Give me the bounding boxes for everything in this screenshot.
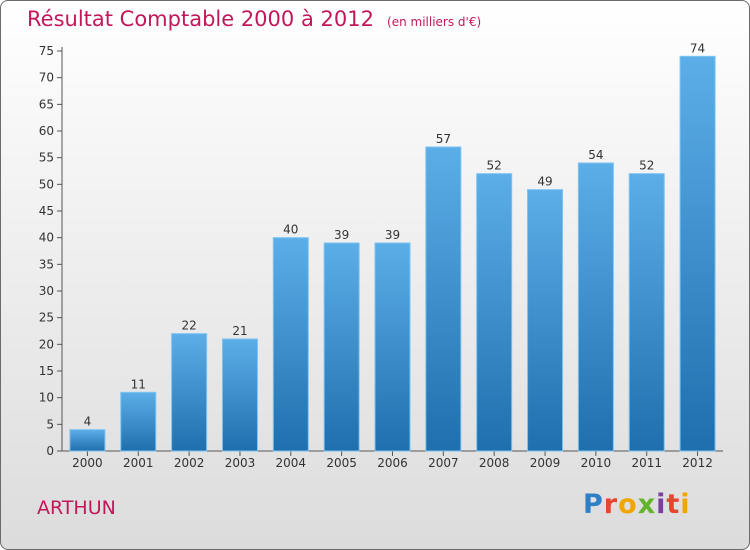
- y-tick-label: 10: [39, 391, 54, 405]
- data-label-2001: 11: [131, 377, 146, 391]
- bar-2003: [221, 338, 258, 452]
- y-tick-label: 0: [46, 444, 54, 458]
- bar-2005: [323, 242, 360, 452]
- x-tick-label-2011: 2011: [631, 456, 662, 470]
- y-tick-label: 40: [39, 231, 54, 245]
- y-tick-label: 65: [39, 97, 54, 111]
- data-label-2008: 52: [487, 159, 502, 173]
- data-label-2003: 21: [232, 324, 247, 338]
- bar-2001: [120, 391, 157, 452]
- bar-2012: [679, 55, 716, 452]
- x-tick-label-2012: 2012: [682, 456, 713, 470]
- data-label-2004: 40: [283, 223, 298, 237]
- x-tick-label-2005: 2005: [326, 456, 357, 470]
- chart-title-block: Résultat Comptable 2000 à 2012 (en milli…: [27, 7, 481, 31]
- y-tick-label: 5: [46, 417, 54, 431]
- bar-2011: [628, 173, 665, 452]
- bar-2006: [374, 242, 411, 452]
- data-label-2010: 54: [588, 148, 603, 162]
- y-tick-label: 60: [39, 124, 54, 138]
- bar-2010: [577, 162, 614, 452]
- x-tick-label-2002: 2002: [174, 456, 205, 470]
- chart-title: Résultat Comptable 2000 à 2012: [27, 7, 374, 31]
- y-tick-label: 15: [39, 364, 54, 378]
- x-tick-label-2004: 2004: [276, 456, 307, 470]
- proxiti-logo: Proxiti: [583, 489, 691, 520]
- y-tick-label: 50: [39, 177, 54, 191]
- bar-2000: [69, 429, 106, 452]
- y-tick-label: 20: [39, 337, 54, 351]
- y-tick-label: 35: [39, 257, 54, 271]
- commune-name: ARTHUN: [37, 497, 116, 519]
- bar-2009: [527, 189, 564, 452]
- x-tick-label-2006: 2006: [377, 456, 408, 470]
- x-tick-label-2003: 2003: [225, 456, 256, 470]
- y-tick-label: 75: [39, 44, 54, 58]
- chart-subtitle: (en milliers d'€): [387, 15, 482, 29]
- data-label-2000: 4: [84, 415, 92, 429]
- y-tick-label: 70: [39, 71, 54, 85]
- data-label-2005: 39: [334, 228, 349, 242]
- data-label-2002: 22: [181, 319, 196, 333]
- bar-2008: [476, 173, 513, 452]
- x-tick-label-2001: 2001: [123, 456, 154, 470]
- x-tick-label-2009: 2009: [530, 456, 561, 470]
- data-label-2012: 74: [690, 41, 705, 55]
- bar-2002: [171, 333, 208, 452]
- y-tick-label: 45: [39, 204, 54, 218]
- data-label-2009: 49: [537, 175, 552, 189]
- data-label-2011: 52: [639, 159, 654, 173]
- x-tick-label-2008: 2008: [479, 456, 510, 470]
- y-tick-label: 55: [39, 151, 54, 165]
- data-label-2006: 39: [385, 228, 400, 242]
- x-tick-label-2000: 2000: [72, 456, 103, 470]
- bar-2007: [425, 146, 462, 452]
- x-tick-label-2007: 2007: [428, 456, 459, 470]
- x-tick-label-2010: 2010: [581, 456, 612, 470]
- y-tick-label: 25: [39, 311, 54, 325]
- bar-2004: [272, 237, 309, 452]
- data-label-2007: 57: [436, 132, 451, 146]
- y-tick-label: 30: [39, 284, 54, 298]
